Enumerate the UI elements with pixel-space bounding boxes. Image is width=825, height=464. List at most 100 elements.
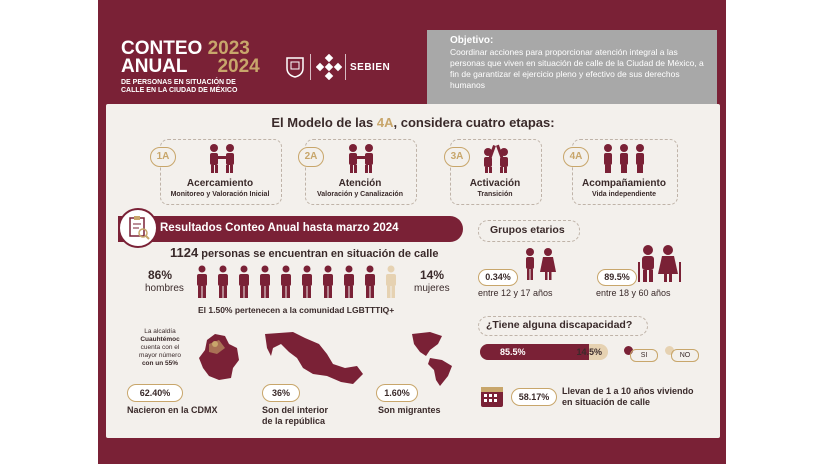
- migrant-label: Son migrantes: [378, 405, 441, 415]
- man-figure: [321, 265, 335, 299]
- young-pct-pill: 0.34%: [478, 269, 518, 286]
- young-label: entre 12 y 17 años: [478, 288, 553, 298]
- man-figure: [279, 265, 293, 299]
- disability-no-pct: 14.5%: [576, 347, 602, 357]
- note-line2: Cuauhtémoc: [140, 336, 180, 343]
- years-pct-pill: 58.17%: [511, 388, 557, 406]
- legend-no-label: NO: [671, 349, 699, 362]
- men-label: hombres: [145, 283, 184, 294]
- objective-box: Objetivo: Coordinar acciones para propor…: [427, 30, 717, 105]
- men-pct: 86%: [148, 268, 173, 282]
- stage-1-box: [160, 139, 282, 205]
- stage-3-title: Activación: [469, 178, 521, 189]
- objective-text: Coordinar acciones para proporcionar ate…: [450, 47, 704, 90]
- adult-pct-pill: 89.5%: [597, 269, 637, 286]
- legend-yes-dot: [624, 346, 633, 355]
- stage-2-title: Atención: [338, 178, 382, 189]
- interior-label-2: de la república: [262, 416, 326, 426]
- man-figure: [363, 265, 377, 299]
- mexico-map-icon: [263, 330, 365, 388]
- man-figure: [300, 265, 314, 299]
- stage-4-title: Acompañamiento: [582, 178, 666, 189]
- years-text: Llevan de 1 a 10 años viviendo en situac…: [562, 386, 694, 408]
- interior-label: Son del interior de la república: [262, 405, 328, 427]
- stage-1-sub: Monitoreo y Valoración Inicial: [170, 191, 270, 198]
- cdmx-map-icon: [195, 332, 243, 382]
- note-line4: mayor número: [139, 352, 181, 359]
- note-line3: cuenta con el: [140, 344, 180, 351]
- interior-label-1: Son del interior: [262, 405, 329, 415]
- people-pictogram: [195, 261, 405, 299]
- results-title: Resultados Conteo Anual hasta marzo 2024: [160, 222, 399, 234]
- high-five-icon: [480, 143, 512, 173]
- disability-yes-segment: [480, 344, 590, 360]
- stage-2-box: [305, 139, 417, 205]
- stage-1-badge: 1A: [150, 147, 176, 167]
- year2: 2024: [217, 56, 260, 77]
- age-title: Grupos etarios: [490, 224, 565, 236]
- woman-figure: [384, 265, 398, 299]
- logo-divider-2: [345, 54, 346, 80]
- count-text: personas se encuentran en situación de c…: [201, 248, 439, 260]
- sebien-logo: SEBIEN: [350, 62, 391, 73]
- year1: 2023: [207, 38, 250, 59]
- title-line2: ANUAL: [121, 56, 188, 77]
- model-title-post: , considera cuatro etapas:: [393, 115, 555, 130]
- lgbt-text: El 1.50% pertenecen a la comunidad LGBTT…: [198, 305, 395, 315]
- americas-map-icon: [408, 330, 464, 388]
- stage-4-sub: Vida independiente: [591, 191, 657, 198]
- cdmx-emblem-icon: [315, 53, 343, 81]
- header-title: CONTEO 2023 ANUAL 2024: [121, 38, 260, 77]
- elderly-people-icon: [636, 244, 682, 284]
- man-figure: [237, 265, 251, 299]
- legend-no-dot: [665, 346, 674, 355]
- results-banner: Resultados Conteo Anual hasta marzo 2024: [118, 216, 463, 242]
- title-line1: CONTEO: [121, 38, 203, 59]
- stage-1-title: Acercamiento: [186, 178, 254, 189]
- cdmx-label: Nacieron en la CDMX: [127, 405, 218, 415]
- interior-pct-pill: 36%: [262, 384, 300, 402]
- model-title: El Modelo de las 4A, considera cuatro et…: [106, 115, 720, 130]
- count-line: 1124 personas se encuentran en situación…: [170, 245, 438, 260]
- cdmx-pct-pill: 62.40%: [127, 384, 183, 402]
- model-title-highlight: 4A: [376, 115, 394, 130]
- calendar-icon: [480, 384, 504, 408]
- stage-3-sub: Transición: [477, 191, 513, 198]
- model-title-pre: El Modelo de las: [271, 115, 377, 130]
- stage-4-box: [572, 139, 678, 205]
- stage-3-box: [450, 139, 542, 205]
- years-text-2: en situación de calle: [562, 397, 651, 407]
- man-figure: [342, 265, 356, 299]
- note-line1: La alcaldía: [144, 328, 176, 335]
- young-people-icon: [520, 246, 560, 282]
- group-people-icon: [600, 143, 648, 173]
- stage-2-badge: 2A: [298, 147, 324, 167]
- years-text-1: Llevan de 1 a 10 años viviendo: [562, 386, 694, 396]
- cdmx-shield-icon: [285, 56, 305, 78]
- handshake-icon: [206, 143, 238, 173]
- stage-2-sub: Valoración y Canalización: [317, 191, 403, 198]
- man-figure: [216, 265, 230, 299]
- women-pct: 14%: [420, 268, 445, 282]
- women-label: mujeres: [414, 283, 450, 294]
- age-title-box: [478, 220, 580, 242]
- note-line5: con un 55%: [141, 360, 179, 367]
- man-figure: [258, 265, 272, 299]
- disability-title-box: [478, 316, 648, 336]
- disability-question: ¿Tiene alguna discapacidad?: [486, 319, 633, 331]
- header-subtitle: DE PERSONAS EN SITUACIÓN DE CALLE EN LA …: [121, 79, 237, 95]
- subtitle-line1: DE PERSONAS EN SITUACIÓN DE: [121, 79, 236, 86]
- subtitle-line2: CALLE EN LA CIUDAD DE MÉXICO: [121, 87, 238, 94]
- adult-label: entre 18 y 60 años: [596, 288, 671, 298]
- migrant-pct-pill: 1.60%: [376, 384, 418, 402]
- stage-3-badge: 3A: [444, 147, 470, 167]
- person-count: 1124: [170, 245, 199, 260]
- cuauhtemoc-note: La alcaldía Cuauhtémoc cuenta con el may…: [125, 328, 195, 368]
- greeting-people-icon: [345, 143, 377, 173]
- objective-label: Objetivo:: [450, 35, 494, 46]
- disability-yes-pct: 85.5%: [500, 347, 526, 357]
- clipboard-icon: [118, 208, 158, 248]
- stage-4-badge: 4A: [563, 147, 589, 167]
- logo-divider: [310, 54, 311, 80]
